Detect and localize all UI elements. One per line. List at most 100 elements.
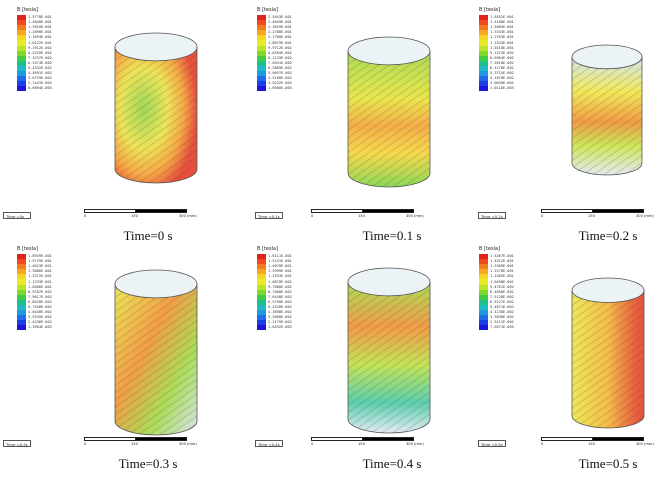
legend-value: 6.3374E-002 xyxy=(28,60,52,65)
legend-swatch xyxy=(257,325,266,331)
legend-swatch xyxy=(17,294,26,300)
legend-row: 2.4049E-001 xyxy=(257,20,307,26)
legend-swatch xyxy=(257,71,266,77)
legend-swatch xyxy=(257,254,266,260)
legend-row: 1.1293E-001 xyxy=(17,279,67,285)
legend-value: 4.3698E-002 xyxy=(268,310,292,315)
legend-swatch xyxy=(479,86,488,92)
legend-swatch xyxy=(257,55,266,61)
legend-value: 1.1694E-001 xyxy=(28,35,52,40)
color-legend: B [tesla] 1.6111E-001 1.5141E-001 1.4078E-0… xyxy=(257,246,307,331)
legend-swatch xyxy=(17,20,26,26)
legend-value: 1.2999E-001 xyxy=(268,269,292,274)
legend-row: 5.4671E-002 xyxy=(479,304,529,311)
legend-swatch xyxy=(17,264,26,270)
legend-swatch xyxy=(257,25,266,31)
legend-value: 1.0486E-001 xyxy=(28,284,52,289)
scale-label: 300 (mm) xyxy=(636,214,654,218)
legend-row: 1.5267E-001 xyxy=(479,254,529,260)
legend-value: 1.4623E-001 xyxy=(28,264,52,269)
cylinder-bottom-rim xyxy=(347,419,431,434)
time-indicator: Time =0.4s xyxy=(255,440,283,447)
scale-label: 150 xyxy=(358,214,365,218)
legend-value: 7.5128E-002 xyxy=(490,294,514,299)
scale-label: 0 xyxy=(311,214,314,218)
legend-swatch xyxy=(479,20,488,26)
legend-row: 1.0218E-001 xyxy=(479,45,529,51)
legend-value: 1.5180E-001 xyxy=(490,20,514,25)
legend-title: B [tesla] xyxy=(479,246,501,252)
cylinder-bottom-rim xyxy=(114,169,198,184)
legend-value: 7.9617E-002 xyxy=(28,294,52,299)
legend-swatch xyxy=(17,35,26,41)
legend-swatch xyxy=(17,320,26,326)
legend-value: 1.0492E-003 xyxy=(268,325,292,330)
legend-row: 6.5790E-002 xyxy=(257,299,307,305)
legend-row: 9.4761E-002 xyxy=(479,284,529,290)
legend-row: 1.4840E-001 xyxy=(17,20,67,26)
legend-swatch xyxy=(257,45,266,51)
legend-row: 6.3374E-002 xyxy=(17,60,67,66)
legend-swatch xyxy=(17,299,26,305)
simulation-panel: B [tesla] 1.6552E-001 1.5180E-001 1.5005E-0… xyxy=(477,5,670,240)
color-legend: B [tesla] 1.6552E-001 1.5180E-001 1.5005E-0… xyxy=(479,7,529,92)
legend-title: B [tesla] xyxy=(17,246,39,252)
legend-swatch xyxy=(479,294,488,300)
legend-row: 1.5141E-001 xyxy=(257,259,307,265)
legend-row: 5.4328E-002 xyxy=(257,304,307,311)
legend-swatch xyxy=(479,304,488,311)
legend-value: 1.0122E-001 xyxy=(28,40,52,45)
cylinder-top-rim xyxy=(571,44,643,70)
legend-swatch xyxy=(17,60,26,66)
legend-value: 6.1178E-002 xyxy=(490,65,514,70)
legend-row: 1.2372E-001 xyxy=(17,274,67,280)
legend-value: 5.7458E-002 xyxy=(28,304,52,309)
legend-value: 9.9712E-002 xyxy=(268,45,292,50)
legend-row: 1.3910E-001 xyxy=(17,25,67,31)
scale-label: 300 (mm) xyxy=(406,214,424,218)
legend-swatch xyxy=(17,30,26,36)
legend-value: 1.5267E-001 xyxy=(490,254,514,259)
legend-value: 1.3309E-001 xyxy=(490,264,514,269)
legend-value: 1.2278E-001 xyxy=(490,269,514,274)
simulation-panel: B [tesla] 1.5778E-001 1.4840E-001 1.3910E-0… xyxy=(15,5,233,240)
legend-value: 2.5443E-001 xyxy=(268,15,292,20)
legend-value: 1.3086E-001 xyxy=(28,269,52,274)
scale-bar: 0 150 300 (mm) xyxy=(311,437,424,447)
legend-row: 3.3830E-002 xyxy=(479,315,529,321)
legend-value: 8.9787E-002 xyxy=(28,289,52,294)
legend-swatch xyxy=(479,40,488,46)
legend-row: 1.1933E-001 xyxy=(257,274,307,280)
scale-bar: 0 150 300 (mm) xyxy=(541,209,654,219)
legend-row: 6.5127E-002 xyxy=(479,299,529,305)
legend-swatch xyxy=(257,259,266,265)
time-indicator: Time =0.2s xyxy=(478,212,506,219)
legend-row: 1.0492E-003 xyxy=(257,325,307,331)
legend-value: 8.6894E-003 xyxy=(28,86,52,91)
legend-value: 5.4671E-002 xyxy=(490,304,514,309)
legend-swatch xyxy=(257,81,266,87)
time-caption: Time=0.5 s xyxy=(578,456,638,471)
legend-swatch xyxy=(479,254,488,260)
legend-row: 2.5443E-001 xyxy=(257,15,307,21)
legend-value: 3.3830E-002 xyxy=(490,315,514,320)
legend-row: 4.5160E-002 xyxy=(257,76,307,82)
legend-swatch xyxy=(17,279,26,285)
legend-value: 1.8939E-001 xyxy=(28,254,52,259)
legend-swatch xyxy=(479,45,488,51)
legend-row: 1.8079E-001 xyxy=(257,40,307,46)
legend-value: 2.1700E-001 xyxy=(268,35,292,40)
legend-value: 3.5335E-002 xyxy=(28,315,52,320)
legend-swatch xyxy=(257,86,266,92)
legend-row: 7.9617E-002 xyxy=(17,294,67,300)
legend-swatch xyxy=(17,71,26,77)
legend-swatch xyxy=(17,274,26,280)
cylinder-field-plot xyxy=(571,277,645,429)
legend-value: 9.4761E-002 xyxy=(490,284,514,289)
legend-row: 3.5232E-002 xyxy=(257,81,307,87)
legend-swatch xyxy=(479,315,488,321)
legend-value: 1.4078E-001 xyxy=(268,264,292,269)
legend-swatch xyxy=(257,269,266,275)
legend-value: 1.1933E-001 xyxy=(268,274,292,279)
scale-bar-white xyxy=(542,438,593,440)
